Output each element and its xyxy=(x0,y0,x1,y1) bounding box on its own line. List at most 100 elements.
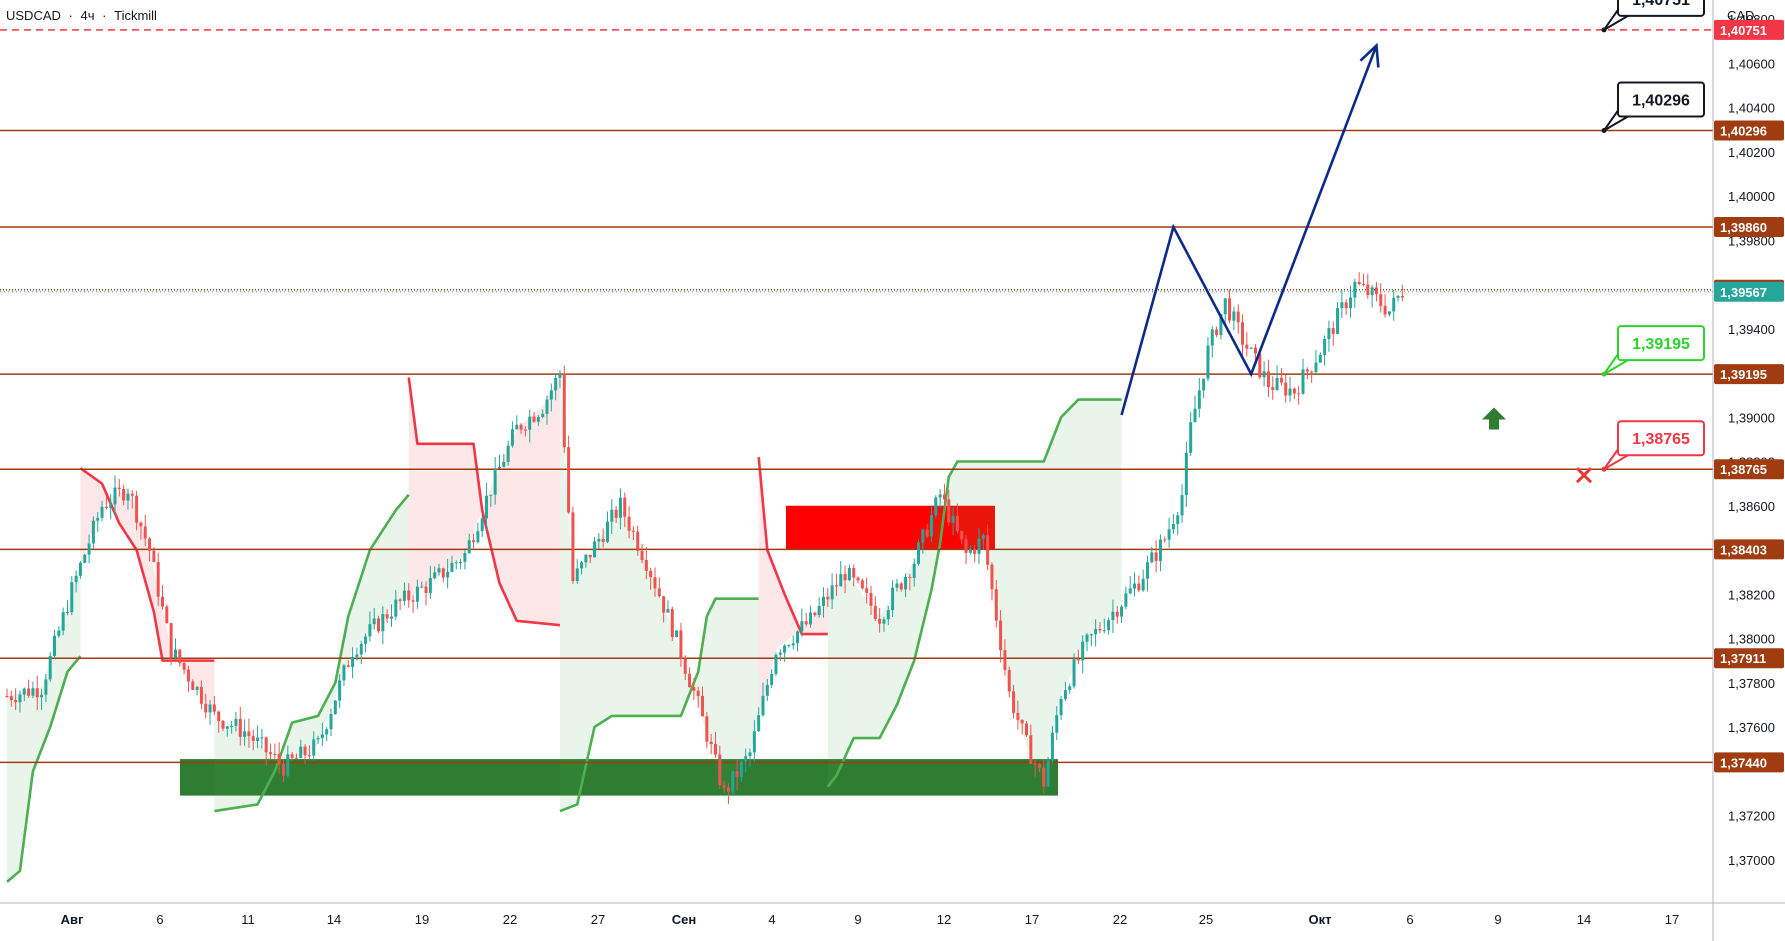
candle-body xyxy=(1323,339,1327,355)
support-zone xyxy=(180,759,1058,796)
y-tick-label: 1,37800 xyxy=(1728,676,1775,691)
candle-body xyxy=(437,568,441,573)
candle-body xyxy=(1137,583,1141,591)
candle-body xyxy=(100,506,104,518)
callout-box xyxy=(1617,0,1705,17)
y-tick-label: 1,37600 xyxy=(1728,720,1775,735)
candle-body xyxy=(299,746,303,758)
candle-body xyxy=(312,739,316,756)
candle-body xyxy=(1059,699,1063,716)
x-tick-label: 25 xyxy=(1199,912,1213,927)
candle-body xyxy=(796,631,800,644)
candle-body xyxy=(1029,735,1033,764)
candle-body xyxy=(942,494,946,500)
candle-body xyxy=(1111,611,1115,621)
current-price-tag-text: 1,39567 xyxy=(1720,285,1767,300)
candle-body xyxy=(44,679,48,695)
candle-body xyxy=(294,757,298,759)
candle-body xyxy=(204,703,208,713)
candle-body xyxy=(247,731,251,737)
candle-body xyxy=(407,590,411,601)
supertrend-fill-2 xyxy=(214,494,409,812)
candle-body xyxy=(91,520,95,544)
candle-body xyxy=(1167,529,1171,540)
candle-body xyxy=(1232,311,1236,321)
candle-body xyxy=(199,686,203,704)
supertrend-fill-0 xyxy=(7,565,81,882)
candle-body xyxy=(1016,713,1020,720)
candle-body xyxy=(878,618,882,624)
x-tick-label: 17 xyxy=(1025,912,1039,927)
callout-label: 1,39195 xyxy=(1632,336,1690,353)
candle-body xyxy=(774,654,778,674)
candle-body xyxy=(346,665,350,667)
x-tick-label: 22 xyxy=(1113,912,1127,927)
level-tag-1,37911-bg xyxy=(1714,648,1784,669)
header-separator-2: · xyxy=(102,8,107,23)
candle-body xyxy=(1314,362,1318,373)
buy-arrow-icon xyxy=(1482,407,1506,430)
candle-body xyxy=(1094,629,1098,635)
candle-body xyxy=(973,549,977,554)
candle-body xyxy=(1318,354,1322,363)
x-tick-label: 27 xyxy=(591,912,605,927)
candle-body xyxy=(1085,634,1089,642)
candle-body xyxy=(394,599,398,617)
candle-body xyxy=(156,562,160,597)
candle-body xyxy=(238,718,242,737)
candle-body xyxy=(35,688,39,698)
candle-body xyxy=(541,413,545,417)
candle-body xyxy=(1098,629,1102,631)
candle-body xyxy=(994,589,998,621)
candle-body xyxy=(778,652,782,655)
candle-body xyxy=(355,654,359,657)
candle-body xyxy=(333,700,337,714)
candle-body xyxy=(152,550,156,563)
candle-body xyxy=(320,734,324,739)
candle-body xyxy=(290,754,294,758)
resistance-zone xyxy=(786,505,995,550)
level-tag-1,40296-text: 1,40296 xyxy=(1720,124,1767,139)
candle-body xyxy=(921,529,925,543)
candle-body xyxy=(338,680,342,701)
candle-body xyxy=(1081,641,1085,661)
candle-body xyxy=(649,570,653,578)
levels-layer xyxy=(0,29,1713,764)
candle-body xyxy=(679,630,683,659)
candle-body xyxy=(251,736,255,741)
y-tick-label: 1,40400 xyxy=(1728,101,1775,116)
candle-body xyxy=(1202,378,1206,391)
candle-body xyxy=(463,553,467,562)
candle-body xyxy=(1145,562,1149,579)
x-tick-label: 19 xyxy=(415,912,429,927)
candle-body xyxy=(917,542,921,564)
candle-body xyxy=(696,690,700,696)
symbol-name[interactable]: USDCAD xyxy=(6,8,61,23)
x-tick-label: 14 xyxy=(327,912,341,927)
candle-body xyxy=(1241,322,1245,345)
candle-body xyxy=(286,754,290,776)
candle-body xyxy=(169,623,173,658)
candle-body xyxy=(873,605,877,619)
currency-label: CAD xyxy=(1727,8,1755,23)
candle-body xyxy=(225,726,229,729)
candle-body xyxy=(1046,760,1050,787)
candle-body xyxy=(1284,382,1288,396)
level-tag-1,39860-bg xyxy=(1714,216,1784,237)
interval-label[interactable]: 4ч xyxy=(80,8,95,23)
candle-body xyxy=(61,612,65,631)
candle-body xyxy=(411,600,415,602)
candle-body xyxy=(826,596,830,600)
candle-body xyxy=(1310,371,1314,373)
candle-body xyxy=(783,645,787,653)
candle-body xyxy=(1180,495,1184,516)
candle-body xyxy=(1271,387,1275,390)
candle-body xyxy=(990,564,994,590)
candle-body xyxy=(126,493,130,501)
candle-body xyxy=(532,416,536,422)
chart-header: USDCAD · 4ч · Tickmill xyxy=(6,8,157,23)
candle-body xyxy=(1210,329,1214,346)
candle-body xyxy=(1344,302,1348,309)
